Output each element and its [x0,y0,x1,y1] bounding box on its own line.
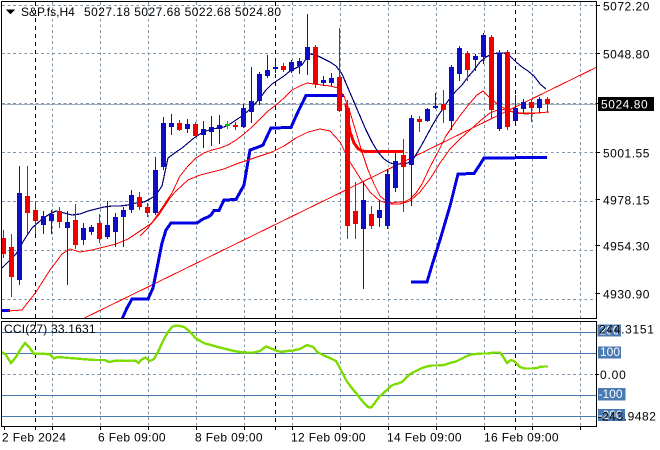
svg-text:5001.55: 5001.55 [603,147,650,161]
svg-text:5027.18 5027.68 5022.68 5024.8: 5027.18 5027.68 5022.68 5024.80 [84,5,281,19]
svg-text:200: 200 [600,324,620,338]
svg-text:16 Feb 09:00: 16 Feb 09:00 [484,430,559,444]
svg-text:S&P.fs,H4: S&P.fs,H4 [21,5,75,19]
svg-text:2 Feb 2024: 2 Feb 2024 [2,430,66,444]
svg-text:8 Feb 09:00: 8 Feb 09:00 [195,430,263,444]
svg-text:-243.9482: -243.9482 [598,410,657,424]
svg-text:244.3151: 244.3151 [599,323,655,337]
svg-text:-200: -200 [599,408,623,422]
svg-text:6 Feb 09:00: 6 Feb 09:00 [98,430,166,444]
svg-text:14 Feb 09:00: 14 Feb 09:00 [387,430,462,444]
svg-text:4978.15: 4978.15 [603,194,650,208]
svg-text:4930.90: 4930.90 [603,288,650,302]
svg-text:0.00: 0.00 [600,368,627,382]
svg-text:5024.80: 5024.80 [601,98,648,112]
svg-text:CCI(27) 33.1631: CCI(27) 33.1631 [4,322,96,336]
svg-text:4954.30: 4954.30 [603,240,650,254]
svg-text:5072.20: 5072.20 [603,0,650,14]
svg-text:5048.80: 5048.80 [603,48,650,62]
svg-text:100: 100 [600,345,620,359]
svg-text:-100: -100 [599,387,623,401]
svg-text:12 Feb 09:00: 12 Feb 09:00 [291,430,366,444]
